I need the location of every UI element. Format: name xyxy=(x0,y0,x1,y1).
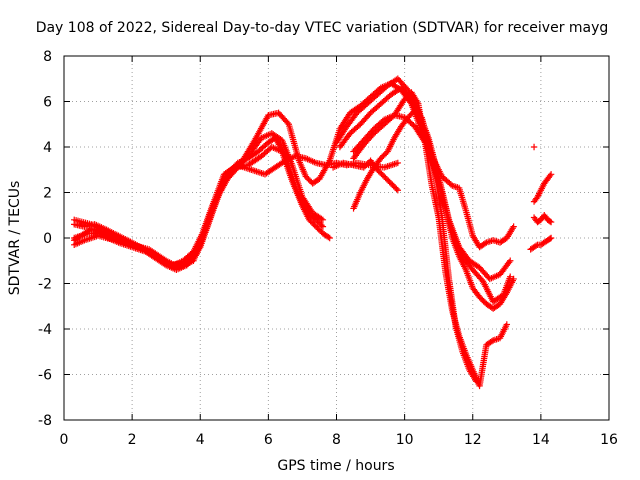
x-tick-label: 0 xyxy=(60,432,69,448)
data-point xyxy=(318,222,325,229)
data-point xyxy=(319,216,327,223)
data-point xyxy=(394,159,402,167)
data-point xyxy=(318,215,325,223)
data-point xyxy=(488,338,496,345)
grid xyxy=(64,56,609,420)
y-tick-label: -8 xyxy=(38,413,52,429)
y-tick-label: -6 xyxy=(38,368,52,384)
y-tick-label: -4 xyxy=(38,322,52,338)
data-point xyxy=(284,119,291,127)
x-tick-label: 10 xyxy=(396,432,414,448)
data-points xyxy=(71,75,555,390)
y-tick-label: 0 xyxy=(43,231,52,247)
x-tick-label: 8 xyxy=(332,432,341,448)
x-tick-label: 2 xyxy=(128,432,137,448)
data-point xyxy=(417,112,424,120)
data-point xyxy=(546,235,554,242)
data-point xyxy=(195,245,203,252)
y-tick-label: -2 xyxy=(38,277,52,293)
chart-title: Day 108 of 2022, Sidereal Day-to-day VTE… xyxy=(36,20,609,36)
x-tick-label: 14 xyxy=(532,432,550,448)
data-point xyxy=(546,218,554,225)
data-point xyxy=(510,223,517,230)
x-axis-label: GPS time / hours xyxy=(277,458,394,474)
data-point xyxy=(530,143,538,151)
data-point xyxy=(319,223,327,230)
data-point xyxy=(507,257,514,264)
x-tick-label: 16 xyxy=(600,432,618,448)
data-point xyxy=(507,273,514,280)
data-point xyxy=(168,263,175,270)
x-tick-label: 12 xyxy=(464,432,482,448)
y-axis: -8 -6 -4 -2 0 2 4 6 8 xyxy=(38,49,609,429)
data-point xyxy=(407,96,414,104)
data-point xyxy=(472,378,480,385)
data-point xyxy=(547,171,555,178)
y-tick-label: 8 xyxy=(43,49,52,65)
data-point xyxy=(546,172,554,180)
x-tick-label: 6 xyxy=(264,432,273,448)
data-point xyxy=(325,233,332,241)
data-point xyxy=(503,321,511,328)
data-point xyxy=(532,242,540,249)
y-tick-label: 6 xyxy=(43,95,52,111)
y-tick-label: 2 xyxy=(43,186,52,202)
data-point xyxy=(394,187,402,194)
data-point xyxy=(481,240,489,247)
data-point xyxy=(393,185,400,193)
x-tick-label: 4 xyxy=(196,432,205,448)
y-axis-label: SDTVAR / TECUs xyxy=(7,181,23,296)
data-point xyxy=(547,234,555,242)
data-point xyxy=(510,275,517,283)
x-axis: 0 2 4 6 8 10 12 14 16 xyxy=(60,56,618,448)
data-point xyxy=(505,259,513,266)
y-tick-label: 4 xyxy=(43,140,52,156)
data-point xyxy=(547,218,555,226)
data-point xyxy=(533,195,540,202)
data-point xyxy=(326,234,333,242)
